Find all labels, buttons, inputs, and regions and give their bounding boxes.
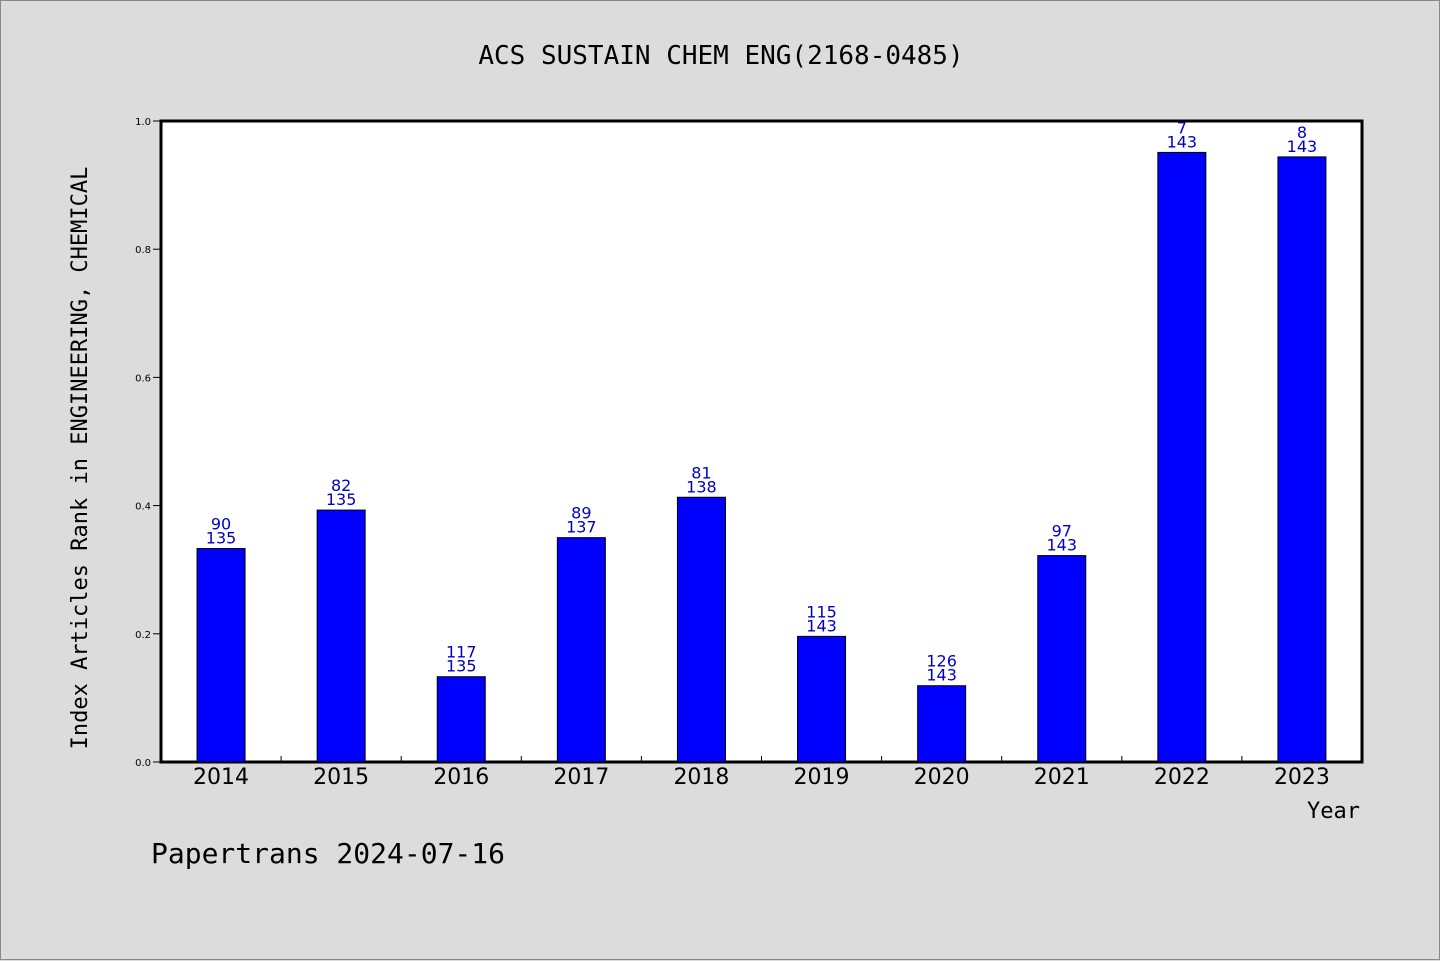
bar-total-label: 135 (326, 490, 357, 509)
x-tick-label: 2022 (1154, 765, 1210, 790)
x-axis-label: Year (1307, 799, 1360, 824)
x-tick-label: 2018 (673, 765, 729, 790)
bar-total-label: 135 (446, 657, 477, 676)
x-tick-label: 2014 (193, 765, 249, 790)
bar-rank-label: 97 (1052, 522, 1072, 541)
bar-rank-label: 7 (1177, 118, 1187, 137)
x-tick-label: 2015 (313, 765, 369, 790)
bar (556, 537, 606, 763)
x-tick-label: 2016 (433, 765, 489, 790)
bar-labels: 9013582135117135891378113811514312614397… (206, 118, 1317, 684)
bar-rank-label: 82 (331, 476, 351, 495)
bar (1277, 156, 1327, 763)
bar-rank-label: 8 (1297, 123, 1307, 142)
bar-total-label: 138 (686, 477, 717, 496)
y-axis-label: Index Articles Rank in ENGINEERING, CHEM… (68, 167, 93, 750)
bar (436, 676, 486, 763)
bar-total-label: 143 (1287, 137, 1318, 156)
bar-rank-label: 126 (926, 652, 957, 671)
bar (316, 509, 366, 763)
chart-title: ACS SUSTAIN CHEM ENG(2168-0485) (478, 41, 963, 71)
bar-total-label: 143 (806, 616, 837, 635)
bar-total-label: 143 (1046, 536, 1077, 555)
bar (196, 548, 246, 763)
bars (196, 151, 1327, 763)
bar (1157, 151, 1207, 763)
x-axis-ticks: 2014 2015 2016 2017 2018 2019 2020 2021 2022 2023 (193, 756, 1330, 790)
bar-total-label: 143 (1167, 132, 1198, 151)
x-tick-label: 2017 (553, 765, 609, 790)
y-tick-label: 0.2 (135, 630, 151, 641)
x-tick-label: 2021 (1034, 765, 1090, 790)
footer-text: Papertrans 2024-07-16 (151, 837, 505, 870)
bar-rank-label: 89 (571, 504, 591, 523)
bar-total-label: 135 (206, 529, 237, 548)
bar-rank-label: 115 (806, 602, 837, 621)
y-tick-label: 0.0 (135, 758, 151, 769)
x-tick-label: 2020 (914, 765, 970, 790)
x-tick-label: 2023 (1274, 765, 1330, 790)
bar-rank-label: 81 (691, 463, 711, 482)
bar-rank-label: 90 (211, 515, 231, 534)
y-tick-label: 0.4 (135, 502, 151, 513)
y-tick-label: 0.6 (135, 373, 151, 384)
bar (797, 635, 847, 763)
y-axis-ticks: 0.0 0.2 0.4 0.6 0.8 1.0 (135, 117, 161, 769)
y-tick-label: 0.8 (135, 245, 151, 256)
bar (1037, 555, 1087, 763)
bar-rank-label: 117 (446, 643, 477, 662)
bar (917, 685, 967, 763)
bar-total-label: 137 (566, 518, 597, 537)
y-tick-label: 1.0 (135, 117, 151, 128)
bar-total-label: 143 (926, 666, 957, 685)
x-tick-label: 2019 (794, 765, 850, 790)
bar (676, 496, 726, 763)
